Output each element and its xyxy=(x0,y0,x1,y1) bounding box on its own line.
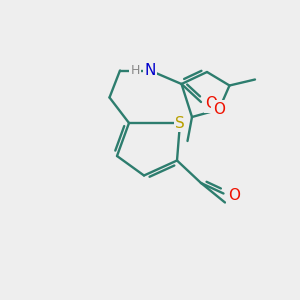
Text: S: S xyxy=(175,116,185,130)
Text: O: O xyxy=(228,188,240,202)
Text: H: H xyxy=(130,64,140,77)
Text: O: O xyxy=(206,96,218,111)
Text: N: N xyxy=(144,63,156,78)
Text: O: O xyxy=(213,102,225,117)
